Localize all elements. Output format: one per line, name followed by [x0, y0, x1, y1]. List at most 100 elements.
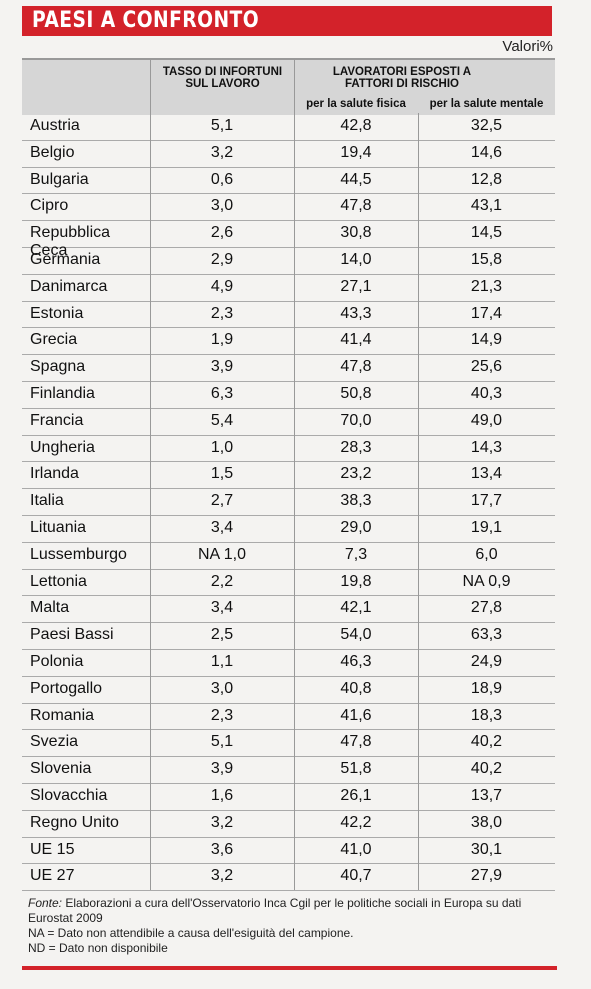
divider — [418, 113, 419, 140]
table-row: Paesi Bassi 2,5 54,0 63,3 — [22, 622, 555, 650]
value: 49,0 — [470, 411, 503, 429]
value: 42,1 — [340, 599, 372, 617]
country: Polonia — [30, 653, 84, 670]
divider — [294, 273, 295, 301]
divider — [418, 300, 419, 328]
divider — [150, 300, 151, 328]
divider — [150, 515, 151, 542]
value: 47,8 — [340, 733, 372, 751]
country: Irlanda — [30, 465, 79, 483]
divider — [294, 488, 295, 515]
divider — [294, 649, 295, 676]
country: Danimarca — [30, 277, 108, 295]
value: 1,0 — [210, 438, 234, 456]
column-header: TASSO DI INFORTUNI SUL LAVORO — [162, 66, 283, 90]
note: NA = Dato non attendibile a causa dell'e… — [28, 926, 354, 940]
divider — [294, 836, 295, 864]
country: Grecia — [30, 331, 78, 349]
value: 1,6 — [210, 787, 234, 804]
table-row: Svezia 5,1 47,8 40,2 — [22, 729, 555, 758]
divider — [294, 166, 295, 194]
value: 40,2 — [470, 733, 503, 751]
value: 44,5 — [340, 170, 372, 188]
value: 3,2 — [210, 143, 234, 161]
divider — [418, 809, 419, 837]
column-group-header: LAVORATORI ESPOSTI A FATTORI DI RISCHIO — [332, 66, 472, 90]
table-row: UE 15 3,6 41,0 30,1 — [22, 836, 555, 865]
divider — [418, 139, 419, 167]
table-row: Germania 2,9 14,0 15,8 — [22, 247, 555, 275]
value: 13,4 — [470, 465, 503, 483]
divider — [294, 541, 295, 569]
footer: Fonte: Elaborazioni a cura dell'Osservat… — [28, 896, 538, 956]
value: 30,1 — [470, 840, 503, 858]
divider — [418, 541, 419, 569]
value: 46,3 — [340, 653, 372, 670]
table-row: Lituania 3,4 29,0 19,1 — [22, 515, 555, 543]
country: Slovenia — [30, 760, 92, 778]
divider — [150, 247, 151, 274]
divider — [418, 488, 419, 515]
value: 6,0 — [475, 545, 498, 563]
value: 12,8 — [470, 170, 503, 188]
value: 51,8 — [340, 760, 372, 778]
value: 5,4 — [210, 411, 234, 429]
rule — [22, 966, 557, 970]
divider — [294, 756, 295, 783]
value: 14,5 — [470, 224, 503, 242]
value: 19,8 — [340, 572, 372, 590]
divider — [150, 729, 151, 757]
value: 47,8 — [340, 358, 372, 376]
divider — [418, 756, 419, 783]
divider — [294, 407, 295, 435]
value: 70,0 — [340, 411, 372, 429]
divider — [150, 407, 151, 435]
value: 40,8 — [340, 679, 372, 697]
country: Lussemburgo — [30, 545, 127, 563]
divider — [150, 139, 151, 167]
value: 40,7 — [340, 867, 372, 885]
divider — [418, 702, 419, 730]
value: 25,6 — [470, 358, 503, 376]
value: 14,0 — [340, 251, 372, 268]
table-row: Malta 3,4 42,1 27,8 — [22, 595, 555, 624]
country: Portogallo — [30, 679, 103, 697]
divider — [418, 461, 419, 489]
country: Romania — [30, 706, 95, 724]
value: 18,9 — [470, 679, 503, 697]
value: 29,0 — [340, 519, 372, 536]
value: 5,1 — [210, 117, 234, 134]
country: Slovacchia — [30, 787, 108, 804]
divider — [418, 166, 419, 194]
divider — [418, 622, 419, 649]
divider — [150, 327, 151, 355]
divider — [150, 220, 151, 247]
country: Paesi Bassi — [30, 626, 114, 644]
value: NA 1,0 — [197, 545, 247, 563]
divider — [150, 836, 151, 864]
table-row: Polonia 1,1 46,3 24,9 — [22, 649, 555, 677]
country: Lettonia — [30, 572, 87, 590]
value: 38,3 — [340, 492, 372, 510]
value: 4,9 — [210, 277, 234, 295]
table-row: Danimarca 4,9 27,1 21,3 — [22, 273, 555, 302]
value: 3,0 — [210, 197, 234, 215]
divider — [418, 407, 419, 435]
divider — [418, 515, 419, 542]
value: 19,4 — [340, 143, 372, 161]
table-row: Portogallo 3,0 40,8 18,9 — [22, 675, 555, 704]
table-row: Slovenia 3,9 51,8 40,2 — [22, 756, 555, 784]
divider — [294, 729, 295, 757]
table-row: UE 27 3,2 40,7 27,9 — [22, 863, 555, 892]
table-row: Grecia 1,9 41,4 14,9 — [22, 327, 555, 356]
source-text: Elaborazioni a cura dell'Osservatorio In… — [28, 896, 522, 925]
table-row: Francia 5,4 70,0 49,0 — [22, 407, 555, 436]
table-row: Ungheria 1,0 28,3 14,3 — [22, 434, 555, 463]
value: 0,6 — [210, 170, 234, 188]
note: ND = Dato non disponibile — [28, 941, 168, 955]
country: Bulgaria — [30, 170, 89, 188]
table-row: Lussemburgo NA 1,0 7,3 6,0 — [22, 541, 555, 570]
divider — [294, 247, 295, 274]
divider — [418, 327, 419, 355]
